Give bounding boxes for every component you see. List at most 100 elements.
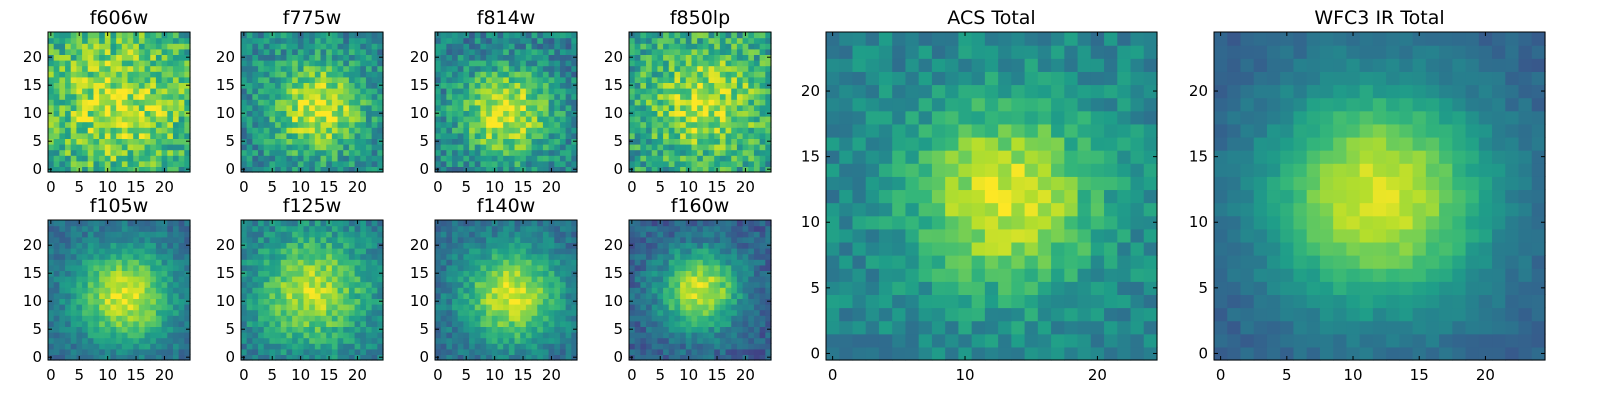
image-cell — [554, 343, 561, 350]
image-cell — [269, 343, 276, 350]
image-cell — [178, 37, 185, 44]
image-cell — [172, 127, 180, 134]
image-cell — [452, 48, 459, 55]
image-cell — [320, 292, 327, 299]
image-cell — [714, 320, 721, 327]
image-cell — [497, 43, 504, 50]
image-cell — [554, 315, 561, 322]
image-cell — [668, 332, 676, 339]
image-cell — [503, 332, 510, 339]
image-cell — [110, 149, 117, 156]
image-cell — [354, 259, 361, 266]
image-cell — [269, 320, 276, 327]
image-cell — [765, 343, 772, 350]
image-cell — [765, 320, 772, 327]
image-cell — [150, 220, 157, 227]
image-cell — [138, 253, 146, 260]
image-cell — [565, 270, 572, 277]
image-cell — [70, 37, 77, 44]
image-cell — [48, 292, 55, 299]
image-cell — [537, 104, 544, 111]
image-cell — [674, 121, 681, 128]
image-cell — [184, 236, 191, 243]
image-cell — [486, 127, 493, 134]
image-cell — [508, 242, 516, 249]
image-cell — [377, 309, 384, 316]
image-cell — [668, 298, 676, 305]
image-cell — [753, 292, 761, 299]
image-cell — [354, 37, 361, 44]
image-cell — [172, 276, 180, 283]
image-cell — [258, 248, 265, 255]
image-cell — [753, 281, 761, 288]
image-cell — [343, 332, 350, 339]
image-cell — [144, 343, 151, 350]
image-cell — [280, 220, 288, 227]
image-cell — [548, 144, 555, 151]
image-cell — [542, 82, 550, 89]
image-cell — [668, 99, 676, 106]
image-cell — [82, 304, 89, 311]
x-tick-label: 15 — [319, 366, 338, 384]
image-cell — [133, 270, 140, 277]
image-cell — [76, 54, 83, 61]
image-cell — [691, 315, 698, 322]
image-cell — [87, 248, 95, 255]
image-cell — [542, 138, 550, 145]
image-cell — [365, 270, 373, 277]
image-cell — [365, 298, 373, 305]
image-cell — [554, 104, 561, 111]
image-cell — [65, 160, 72, 167]
image-cell — [269, 337, 276, 344]
image-cell — [714, 116, 721, 123]
image-cell — [503, 132, 510, 139]
image-cell — [736, 93, 744, 100]
image-cell — [360, 155, 367, 162]
image-cell — [269, 104, 276, 111]
image-cell — [314, 149, 322, 156]
image-cell — [70, 60, 77, 67]
image-cell — [167, 43, 174, 50]
image-cell — [263, 104, 270, 111]
image-cell — [172, 326, 180, 333]
image-cell — [354, 332, 361, 339]
image-cell — [269, 242, 276, 249]
image-cell — [99, 332, 106, 339]
image-cell — [263, 281, 270, 288]
image-cell — [697, 326, 704, 333]
image-cell — [514, 155, 521, 162]
image-cell — [571, 127, 578, 134]
image-cell — [463, 110, 470, 117]
image-cell — [82, 259, 89, 266]
image-cell — [371, 82, 378, 89]
image-cell — [303, 292, 310, 299]
image-cell — [497, 298, 504, 305]
image-cell — [708, 144, 715, 151]
image-cell — [474, 93, 482, 100]
image-cell — [343, 60, 350, 67]
image-cell — [314, 287, 322, 294]
image-cell — [48, 71, 55, 78]
image-cell — [280, 116, 288, 123]
image-cell — [138, 76, 146, 83]
image-cell — [714, 304, 721, 311]
image-cell — [657, 160, 664, 167]
image-cell — [446, 88, 453, 95]
image-cell — [348, 116, 356, 123]
image-cell — [629, 160, 636, 167]
image-cell — [657, 65, 664, 72]
image-cell — [525, 149, 533, 156]
image-cell — [668, 37, 676, 44]
image-cell — [474, 242, 482, 249]
image-cell — [263, 32, 270, 39]
image-cell — [525, 309, 533, 316]
image-cell — [184, 320, 191, 327]
image-cell — [343, 320, 350, 327]
image-cell — [127, 65, 134, 72]
image-cell — [292, 276, 299, 283]
image-cell — [87, 116, 95, 123]
image-cell — [457, 354, 464, 361]
image-cell — [93, 220, 100, 227]
image-cell — [542, 220, 550, 227]
image-cell — [759, 99, 766, 106]
